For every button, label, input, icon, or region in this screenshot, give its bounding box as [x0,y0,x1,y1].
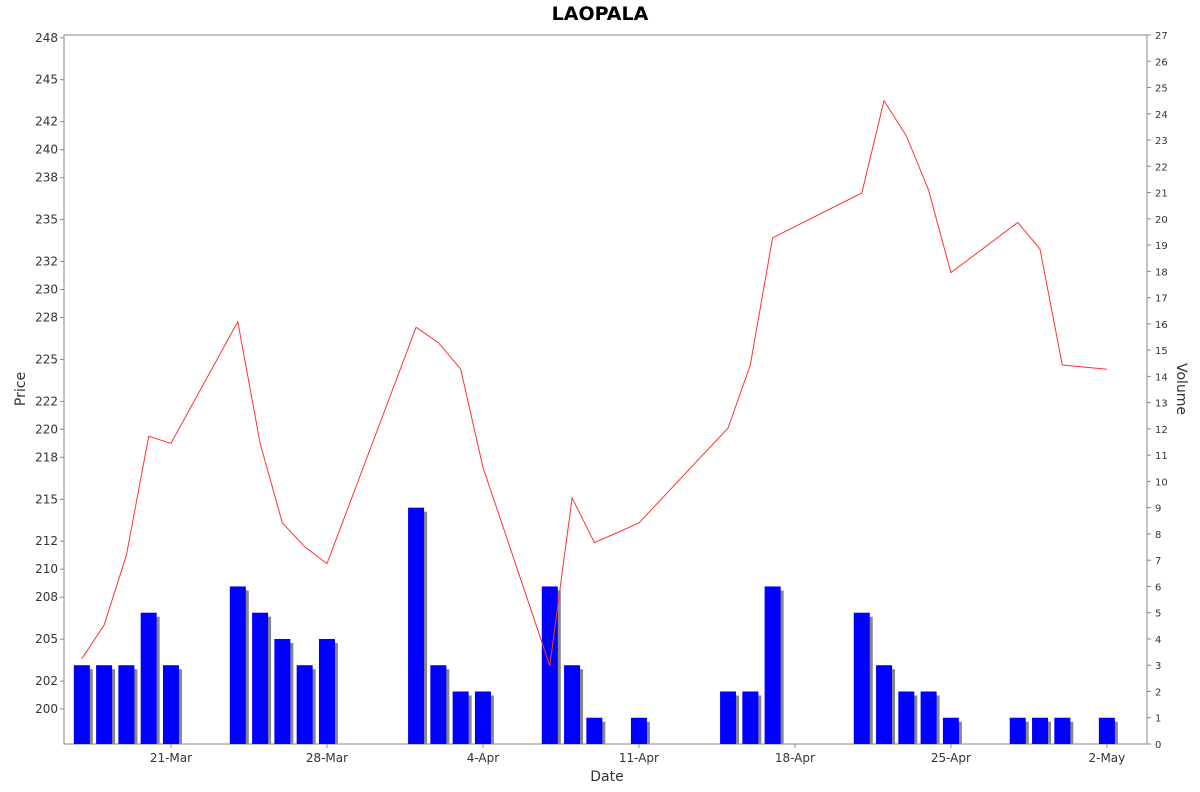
date-tick-label: 18-Apr [775,751,815,765]
volume-bar [162,665,179,744]
volume-tick-label: 27 [1155,31,1168,42]
volume-tick-label: 26 [1155,57,1168,68]
date-tick-label: 11-Apr [619,751,659,765]
volume-tick-label: 22 [1155,162,1168,173]
price-tick-label: 225 [35,352,58,366]
price-tick-label: 208 [35,590,58,604]
volume-bar [229,586,246,744]
chart-title: LAOPALA [552,3,649,25]
volume-tick-label: 18 [1155,267,1168,278]
price-tick-label: 242 [35,115,58,129]
price-tick-label: 230 [35,283,58,297]
volume-tick-label: 7 [1155,556,1161,567]
x-axis-label: Date [590,769,623,785]
volume-bar [296,665,313,744]
date-tick-label: 28-Mar [306,751,348,765]
volume-tick-label: 13 [1155,399,1168,410]
volume-bar [742,691,759,744]
price-tick-label: 205 [35,632,58,646]
volume-bar [920,691,937,744]
volume-tick-label: 2 [1155,687,1161,698]
volume-bar [73,665,90,744]
volume-axis: 0123456789101112131415161718192021222324… [1147,31,1168,751]
price-tick-label: 248 [35,31,58,45]
date-tick-label: 25-Apr [931,751,971,765]
date-tick-label: 4-Apr [467,751,500,765]
volume-bar [408,507,425,744]
volume-bar [474,691,491,744]
date-axis: 21-Mar 28-Mar 4-Apr 11-Apr 18-Apr 25-Apr 2-May [150,744,1125,765]
volume-bar [586,717,603,744]
volume-bar [898,691,915,744]
price-tick-label: 218 [35,450,58,464]
volume-tick-label: 17 [1155,294,1168,305]
plot-frame [63,34,1148,745]
volume-tick-label: 19 [1155,241,1168,252]
volume-tick-label: 24 [1155,110,1168,121]
date-tick-label: 21-Mar [150,751,192,765]
volume-bar [1098,717,1115,744]
volume-tick-label: 11 [1155,451,1168,462]
volume-tick-label: 8 [1155,530,1161,541]
price-tick-label: 220 [35,422,58,436]
volume-bar [430,665,447,744]
volume-tick-label: 21 [1155,189,1168,200]
volume-tick-label: 23 [1155,136,1168,147]
volume-bar [630,717,647,744]
volume-bar [942,717,959,744]
price-tick-label: 235 [35,213,58,227]
volume-tick-label: 16 [1155,320,1168,331]
price-axis: 200 202 205 208 210 212 215 218 220 222 225 228 230 2… [35,31,64,716]
volume-tick-label: 10 [1155,477,1168,488]
volume-bar [140,612,157,744]
volume-tick-label: 0 [1155,740,1161,751]
price-tick-label: 238 [35,171,58,185]
price-tick-label: 210 [35,562,58,576]
volume-bar [1054,717,1071,744]
volume-bar [96,665,113,744]
volume-tick-label: 15 [1155,346,1168,357]
price-tick-label: 240 [35,143,58,157]
date-tick-label: 2-May [1088,751,1125,765]
price-line [81,99,1107,666]
volume-bar [318,638,335,744]
volume-bar [564,665,581,744]
volume-tick-label: 20 [1155,215,1168,226]
volume-bar [876,665,893,744]
volume-tick-label: 5 [1155,609,1161,620]
price-tick-label: 212 [35,534,58,548]
volume-bar [452,691,469,744]
volume-tick-label: 9 [1155,504,1161,515]
volume-bar [274,638,291,744]
volume-tick-label: 4 [1155,635,1161,646]
volume-tick-label: 25 [1155,84,1168,95]
price-tick-label: 200 [35,702,58,716]
price-tick-label: 232 [35,255,58,269]
price-tick-label: 202 [35,674,58,688]
price-tick-label: 215 [35,492,58,506]
price-tick-label: 228 [35,310,58,324]
volume-tick-label: 6 [1155,582,1161,593]
y-axis-label: Price [13,372,29,406]
price-tick-label: 222 [35,394,58,408]
volume-bars [73,507,1118,744]
volume-bar [118,665,135,744]
y2-axis-label: Volume [1173,363,1189,415]
volume-bar [720,691,737,744]
volume-bar [853,612,870,744]
volume-bar [764,586,781,744]
volume-bar [1032,717,1049,744]
price-tick-label: 245 [35,73,58,87]
volume-tick-label: 12 [1155,425,1168,436]
volume-bar [252,612,269,744]
volume-tick-label: 3 [1155,661,1161,672]
volume-tick-label: 14 [1155,372,1168,383]
volume-bar [1009,717,1026,744]
volume-tick-label: 1 [1155,714,1161,725]
